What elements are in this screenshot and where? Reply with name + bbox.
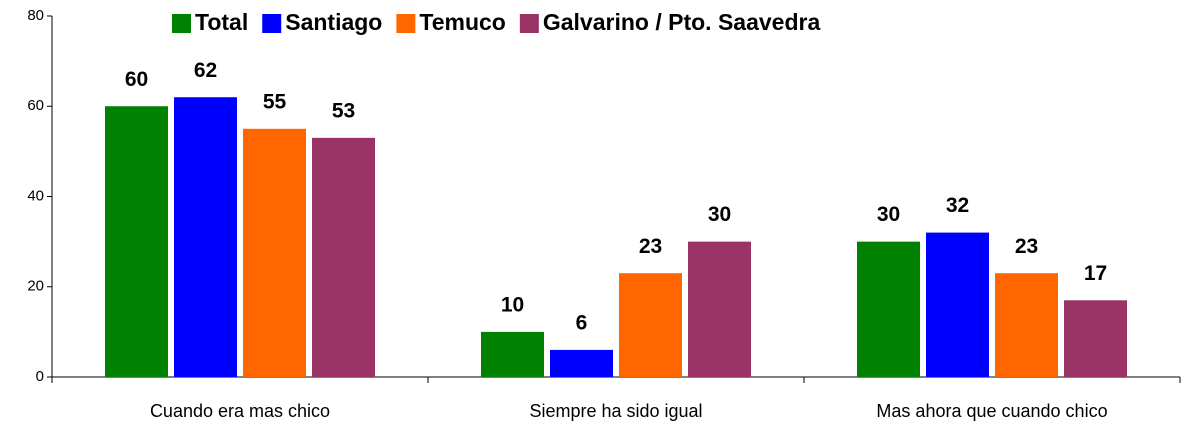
y-tick-label: 0	[36, 368, 44, 385]
data-label: 55	[263, 90, 287, 113]
x-tick-label: Siempre ha sido igual	[529, 401, 702, 421]
y-tick-label: 40	[27, 187, 44, 204]
legend-swatch	[172, 14, 191, 33]
data-label: 53	[332, 99, 355, 122]
legend-label: Galvarino / Pto. Saavedra	[543, 9, 821, 35]
data-label: 30	[708, 203, 731, 226]
bar	[243, 128, 306, 377]
data-label: 6	[576, 311, 588, 334]
data-label: 17	[1084, 262, 1107, 285]
legend-label: Temuco	[419, 9, 505, 35]
y-tick-label: 20	[27, 278, 44, 295]
bar	[857, 241, 920, 377]
y-tick-label: 80	[27, 7, 44, 24]
legend-swatch	[396, 14, 416, 33]
bar	[926, 232, 989, 377]
bar	[688, 241, 751, 377]
bar	[174, 97, 237, 377]
bar	[312, 137, 375, 377]
bar	[481, 331, 544, 377]
bar	[619, 273, 682, 377]
y-tick-label: 60	[27, 97, 44, 114]
x-tick-label: Mas ahora que cuando chico	[876, 401, 1107, 421]
legend-swatch	[519, 14, 539, 33]
bar	[1064, 300, 1127, 377]
legend-swatch	[262, 14, 282, 33]
data-label: 30	[877, 203, 900, 226]
bar	[550, 349, 613, 377]
data-label: 23	[1015, 235, 1038, 258]
x-tick-label: Cuando era mas chico	[150, 401, 330, 421]
data-label: 23	[639, 235, 662, 258]
data-label: 32	[946, 194, 969, 217]
bar	[995, 273, 1058, 377]
legend-label: Total	[195, 9, 248, 35]
data-label: 60	[125, 68, 148, 91]
data-label: 10	[501, 293, 524, 316]
bar	[105, 106, 168, 377]
data-label: 62	[194, 59, 217, 82]
legend-label: Santiago	[285, 9, 382, 35]
